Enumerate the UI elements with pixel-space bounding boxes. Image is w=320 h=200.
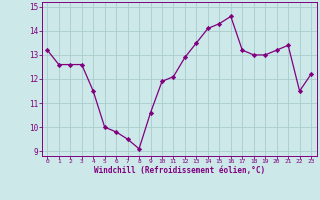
X-axis label: Windchill (Refroidissement éolien,°C): Windchill (Refroidissement éolien,°C) xyxy=(94,166,265,175)
